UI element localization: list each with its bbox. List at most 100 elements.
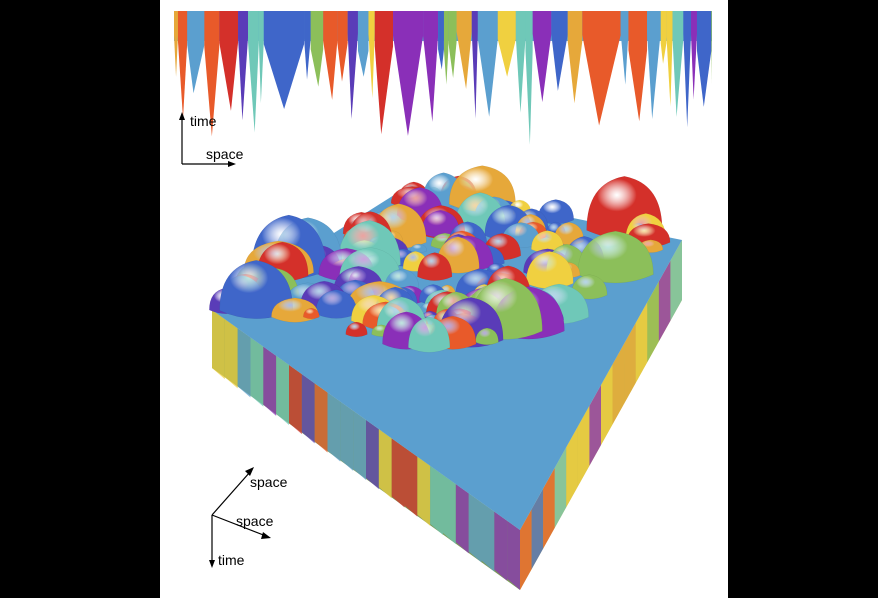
left-strip xyxy=(430,465,443,535)
spike xyxy=(525,11,533,145)
left-strip xyxy=(494,511,508,581)
spike xyxy=(238,11,249,121)
spike xyxy=(582,11,621,126)
spike xyxy=(304,11,311,80)
right-strip xyxy=(577,405,590,487)
grain-dome xyxy=(417,252,453,281)
spike xyxy=(628,11,648,122)
right-strip xyxy=(589,385,601,466)
axes-3d: space space time xyxy=(209,467,288,568)
right-strip xyxy=(670,240,682,321)
right-strip xyxy=(647,281,659,363)
time-arrowhead-3d xyxy=(209,560,215,568)
left-strip xyxy=(404,447,418,517)
left-strip xyxy=(455,484,469,554)
grain-dome xyxy=(345,321,368,338)
right-strip xyxy=(601,364,613,445)
left-strip xyxy=(327,392,341,462)
axes-2d: time space xyxy=(179,112,244,167)
left-strip xyxy=(443,475,456,545)
spike xyxy=(448,11,457,78)
spike xyxy=(497,11,516,77)
space-axis-label-2d: space xyxy=(206,146,244,162)
spike xyxy=(393,11,424,136)
left-strip xyxy=(289,365,302,435)
spike xyxy=(337,11,348,82)
spike xyxy=(532,11,552,103)
space-time-3d-block xyxy=(209,165,682,590)
spike xyxy=(647,11,661,120)
spike xyxy=(443,11,449,85)
left-strip xyxy=(353,410,366,480)
spike xyxy=(438,11,444,70)
spike xyxy=(551,11,568,91)
grain-dome xyxy=(219,259,294,319)
right-strip xyxy=(531,488,544,570)
right-strip xyxy=(612,343,625,425)
grain-dome xyxy=(475,327,499,346)
space-axis-1-arrow-3d xyxy=(211,471,251,516)
left-strip xyxy=(507,520,520,590)
spike xyxy=(456,11,472,90)
spike xyxy=(471,11,478,119)
grain-dome xyxy=(315,289,358,319)
grain-dome xyxy=(303,307,320,320)
spike xyxy=(368,11,375,99)
left-strip xyxy=(314,383,328,453)
spike xyxy=(187,11,205,94)
spike xyxy=(666,11,673,107)
spike xyxy=(660,11,667,64)
left-strip xyxy=(276,355,289,425)
right-strip xyxy=(658,260,671,342)
right-strip xyxy=(543,467,555,549)
spike xyxy=(515,11,526,113)
space-axis-label-3d-1: space xyxy=(250,474,288,490)
figure-panel: time space space space time xyxy=(160,0,728,598)
space-axis-2-arrowhead-3d xyxy=(261,532,271,539)
spike xyxy=(174,11,179,77)
left-strip xyxy=(391,438,405,508)
left-strip xyxy=(378,429,392,499)
time-axis-label-3d: time xyxy=(218,552,245,568)
grain-domes xyxy=(209,165,671,353)
right-strip xyxy=(554,447,567,528)
left-strip xyxy=(366,420,379,490)
space-axis-1-arrowhead-3d xyxy=(245,467,254,476)
left-strip xyxy=(417,456,431,526)
right-strip xyxy=(566,426,578,508)
spike xyxy=(219,11,239,111)
grain-dome xyxy=(577,230,654,284)
left-strip xyxy=(481,502,495,572)
grain-dome xyxy=(571,274,608,300)
left-strip xyxy=(301,374,315,444)
space-axis-label-3d-2: space xyxy=(236,513,274,529)
space-time-2d-diagram xyxy=(174,11,712,145)
left-strip xyxy=(224,319,238,389)
left-strip xyxy=(212,310,225,380)
spike xyxy=(310,11,324,87)
spike xyxy=(357,11,369,77)
spike xyxy=(258,11,264,104)
spike xyxy=(711,11,712,84)
figure-canvas: time space space space time xyxy=(174,11,712,590)
right-face-strips xyxy=(520,240,682,590)
spike xyxy=(263,11,305,110)
spike xyxy=(683,11,692,128)
left-face-strips xyxy=(212,310,520,590)
spike xyxy=(691,11,697,100)
right-strip xyxy=(624,322,636,404)
spike xyxy=(347,11,358,120)
time-axis-label-2d: time xyxy=(190,113,217,129)
spike xyxy=(696,11,712,107)
space-arrowhead-2d xyxy=(228,161,236,167)
spike xyxy=(374,11,394,135)
spike xyxy=(178,11,188,119)
spike xyxy=(248,11,259,133)
spike xyxy=(567,11,583,104)
spike xyxy=(477,11,498,117)
spike xyxy=(620,11,629,85)
right-strip xyxy=(635,302,648,383)
left-strip xyxy=(340,401,354,471)
spike xyxy=(423,11,439,122)
spike xyxy=(672,11,684,118)
